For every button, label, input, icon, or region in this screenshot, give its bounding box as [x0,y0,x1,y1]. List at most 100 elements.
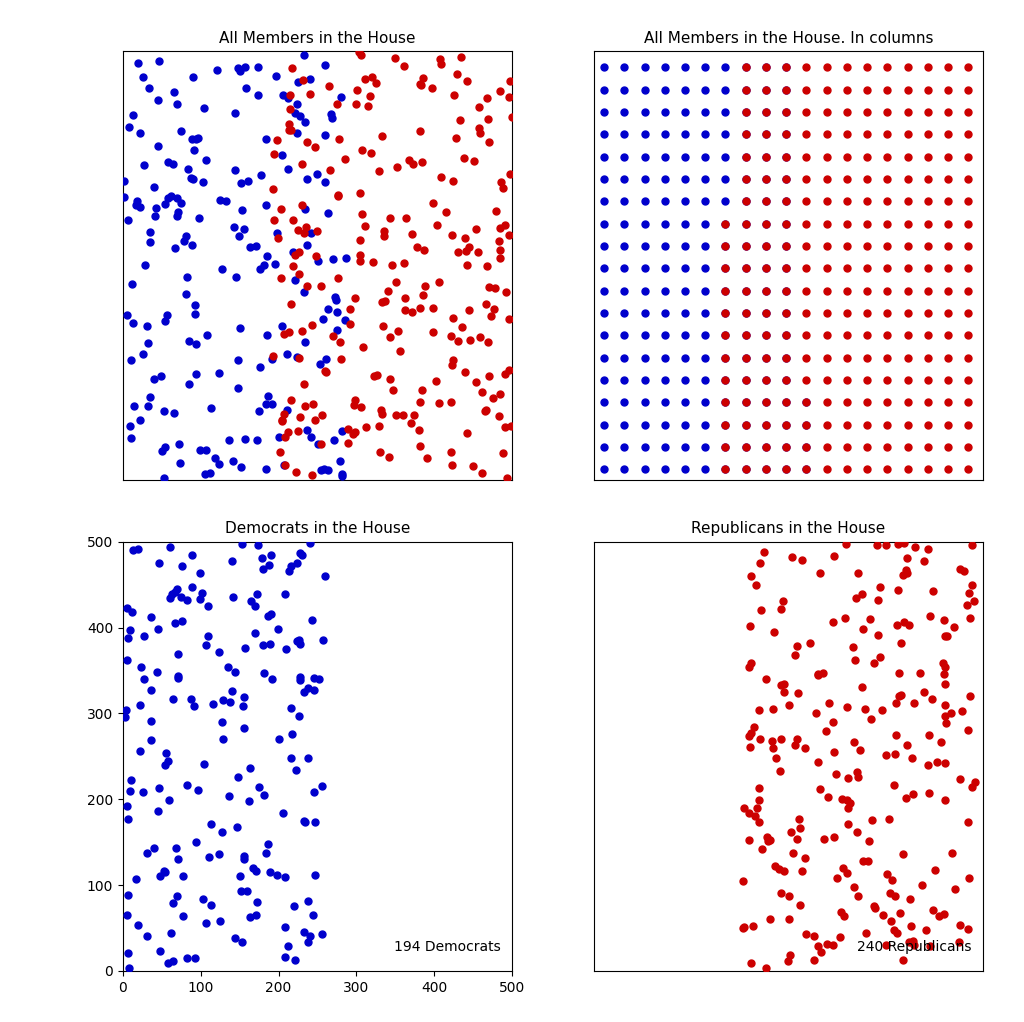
Point [839,171,855,187]
Point [784,549,801,565]
Point [880,171,896,187]
Point [936,665,952,682]
Point [717,282,733,298]
Point [596,261,612,277]
Point [961,585,977,601]
Point [425,324,441,340]
Point [296,376,312,392]
Point [207,450,223,466]
Point [141,234,158,250]
Point [855,621,871,638]
Point [717,238,733,254]
Point [187,834,204,850]
Point [285,213,301,229]
Point [397,289,414,306]
Point [717,372,733,388]
Point [337,312,353,328]
Point [899,416,915,432]
Point [492,385,508,402]
Point [596,461,612,477]
Point [697,394,714,411]
Point [169,646,185,662]
Point [226,219,243,235]
Point [717,461,733,477]
Point [758,282,774,298]
Point [503,417,519,433]
Point [283,750,299,766]
Point [886,777,902,793]
Point [197,466,213,482]
Point [920,757,936,774]
Point [170,851,186,868]
Point [782,824,799,840]
Point [164,586,180,602]
Point [758,82,774,98]
Point [776,684,793,700]
Point [490,408,507,424]
Point [501,227,517,243]
Point [468,374,484,390]
Point [717,416,733,432]
Point [820,789,837,805]
Point [169,582,185,598]
Point [792,820,808,836]
Point [274,87,291,103]
Point [299,236,315,252]
Point [775,863,792,879]
Point [962,688,978,704]
Point [188,336,205,353]
Point [839,416,855,432]
Point [717,148,733,165]
Point [863,711,880,728]
Point [473,384,489,401]
Point [270,731,287,747]
Point [486,300,503,317]
Point [833,904,849,921]
Point [122,783,138,799]
Point [746,808,763,825]
Point [937,676,953,692]
Point [154,443,170,459]
Point [758,350,774,366]
Point [778,193,795,210]
Point [848,590,864,606]
Point [316,461,333,477]
Point [307,139,324,155]
Point [880,148,896,165]
Point [859,126,876,142]
Point [461,301,477,318]
Point [276,919,293,935]
Point [472,125,488,141]
Point [133,659,150,676]
Point [920,394,936,411]
Point [764,733,780,749]
Point [284,59,300,76]
Point [743,568,760,585]
Point [845,639,861,655]
Point [289,125,305,141]
Point [157,756,173,773]
Point [946,880,963,896]
Point [883,885,899,901]
Point [444,173,461,189]
Point [498,284,514,300]
Point [742,955,759,971]
Point [118,702,134,718]
Point [283,122,299,138]
Point [345,426,361,443]
Point [737,350,754,366]
Point [354,338,371,355]
Point [230,59,247,76]
Point [840,792,856,808]
Point [419,450,435,466]
Point [124,276,140,292]
Point [280,90,296,106]
Point [444,227,461,243]
Point [347,392,364,409]
Point [454,319,470,335]
Point [316,174,333,190]
Point [263,547,280,563]
Point [883,913,899,929]
Point [924,691,940,707]
Point [492,233,508,249]
